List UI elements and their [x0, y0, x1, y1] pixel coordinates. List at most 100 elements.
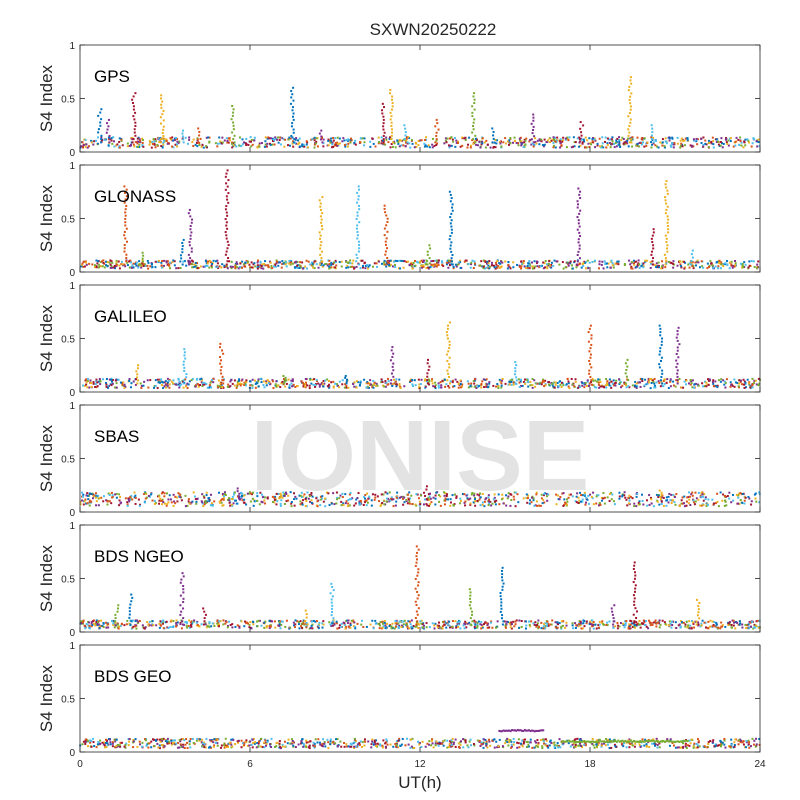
track-point: [346, 505, 349, 508]
y-tick-label: 1: [69, 281, 75, 292]
peak-point: [389, 118, 392, 121]
track-point: [522, 497, 525, 500]
track-point: [667, 386, 670, 389]
track-point: [163, 502, 166, 505]
track-point: [334, 137, 337, 140]
track-point: [591, 625, 594, 628]
track-point: [604, 136, 607, 139]
track-point: [362, 626, 365, 629]
track-point: [314, 385, 317, 388]
track-point: [342, 137, 345, 140]
track-point: [662, 504, 665, 507]
track-point: [451, 625, 454, 628]
track-point: [284, 261, 287, 264]
peak-point: [676, 372, 679, 375]
track-point: [606, 137, 609, 140]
peak-point: [450, 260, 453, 263]
track-point: [486, 622, 489, 625]
track-point: [311, 495, 314, 498]
track-point: [305, 499, 308, 502]
track-point: [132, 262, 135, 265]
track-point: [358, 141, 361, 144]
peak-point: [100, 108, 103, 111]
track-point: [618, 625, 621, 628]
track-point: [402, 260, 405, 263]
peak-point: [578, 244, 581, 247]
peak-point: [188, 208, 191, 211]
track-point: [627, 502, 630, 505]
track-point: [734, 264, 737, 267]
track-point: [214, 260, 217, 263]
track-point: [553, 386, 556, 389]
track-point: [97, 494, 100, 497]
track-point: [517, 378, 520, 381]
track-point: [524, 382, 527, 385]
track-point: [716, 500, 719, 503]
track-point: [535, 493, 538, 496]
track-point: [176, 143, 179, 146]
peak-point: [224, 188, 227, 191]
track-point: [484, 498, 487, 501]
track-point: [702, 499, 705, 502]
peak-point: [356, 201, 359, 204]
track-point: [329, 141, 332, 144]
track-point: [129, 261, 132, 264]
track-point: [248, 623, 251, 626]
track-point: [166, 384, 169, 387]
track-point: [188, 380, 191, 383]
track-point: [755, 139, 758, 142]
track-point: [188, 619, 191, 622]
track-point: [725, 141, 728, 144]
track-point: [118, 493, 121, 496]
track-point: [231, 504, 234, 507]
peak-point: [319, 247, 322, 250]
track-point: [147, 261, 150, 264]
track-point: [535, 625, 538, 628]
track-point: [484, 621, 487, 624]
y-axis-label: S4 Index: [37, 304, 56, 372]
track-point: [268, 383, 271, 386]
track-point: [737, 496, 740, 499]
track-point: [661, 265, 664, 268]
track-point: [520, 378, 523, 381]
track-point: [546, 140, 549, 143]
track-point: [751, 142, 754, 145]
track-point: [597, 624, 600, 627]
peak-point: [289, 102, 292, 105]
track-point: [691, 491, 694, 494]
track-point: [583, 260, 586, 263]
peak-point: [445, 353, 448, 356]
track-point: [275, 503, 278, 506]
track-point: [312, 262, 315, 265]
track-point: [700, 260, 703, 263]
peak-point: [659, 334, 662, 337]
track-point: [126, 142, 129, 145]
track-point: [523, 265, 526, 268]
track-point: [598, 260, 601, 263]
peak-point: [284, 378, 287, 381]
track-point: [228, 260, 231, 263]
track-point: [399, 385, 402, 388]
track-point: [241, 260, 244, 263]
track-point: [298, 623, 301, 626]
scintillation-peak: [658, 324, 664, 385]
peak-point: [233, 134, 236, 137]
track-point: [747, 623, 750, 626]
track-point: [192, 144, 195, 147]
track-point: [753, 138, 756, 141]
track-point: [605, 382, 608, 385]
track-point: [457, 261, 460, 264]
peak-point: [447, 350, 450, 353]
track-point: [452, 265, 455, 268]
track-point: [262, 383, 265, 386]
track-point: [465, 259, 468, 262]
track-point: [547, 263, 550, 266]
peak-point: [532, 119, 535, 122]
peak-point: [162, 135, 165, 138]
track-point: [519, 380, 522, 383]
track-point: [208, 497, 211, 500]
track-point: [700, 622, 703, 625]
track-point: [403, 385, 406, 388]
peak-point: [587, 340, 590, 343]
track-point: [332, 624, 335, 627]
